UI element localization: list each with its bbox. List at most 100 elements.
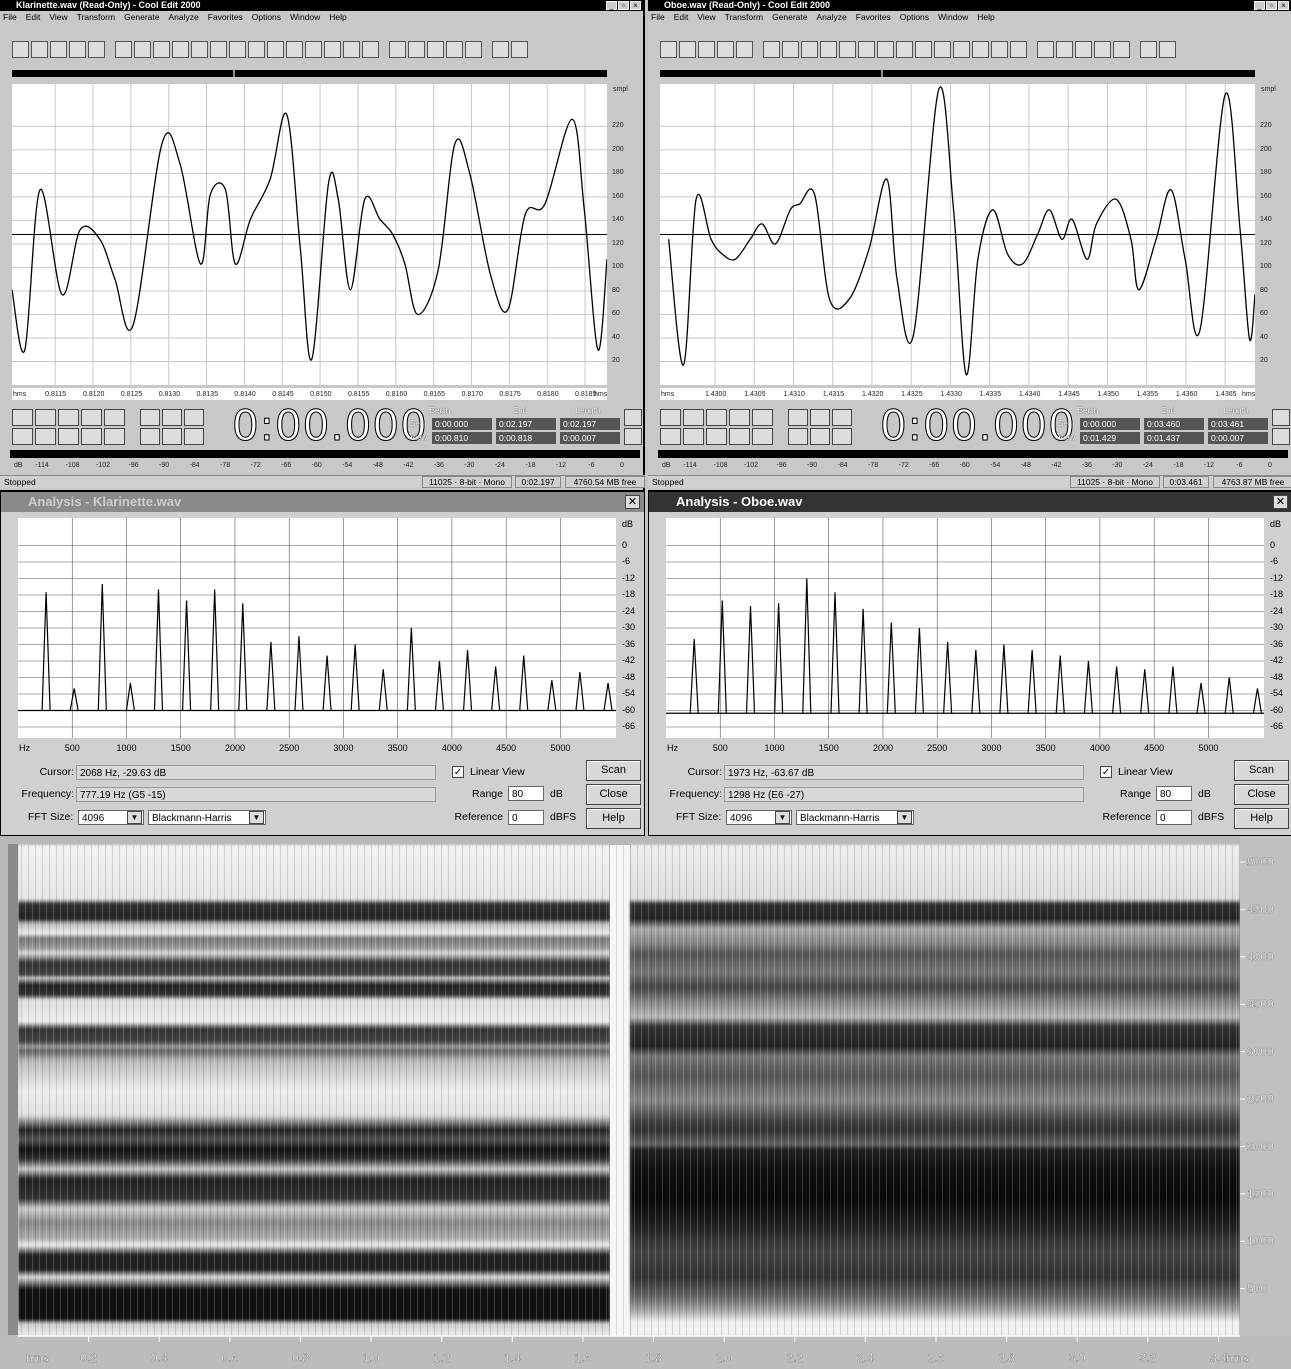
window-button[interactable]: ▫ xyxy=(618,1,629,10)
zoom-button[interactable] xyxy=(788,409,808,426)
toolbar-button[interactable] xyxy=(1010,41,1027,58)
window-button[interactable]: × xyxy=(1278,1,1289,10)
menu-item[interactable]: Help xyxy=(329,12,346,23)
menu-item[interactable]: Generate xyxy=(772,12,807,23)
transport-button[interactable] xyxy=(12,409,33,426)
transport-button[interactable] xyxy=(81,409,102,426)
zoom-button[interactable] xyxy=(810,428,830,445)
toolbar-button[interactable] xyxy=(698,41,715,58)
toolbar-button[interactable] xyxy=(191,41,208,58)
transport-button[interactable] xyxy=(683,409,704,426)
dialog-button[interactable]: Help xyxy=(586,808,641,829)
menu-item[interactable]: View xyxy=(49,12,67,23)
zoom-button[interactable] xyxy=(624,428,642,445)
toolbar-button[interactable] xyxy=(877,41,894,58)
dropdown-arrow[interactable]: ▼ xyxy=(249,811,264,824)
dropdown-arrow[interactable]: ▼ xyxy=(127,811,142,824)
reference-input[interactable]: 0 xyxy=(508,810,544,825)
menu-item[interactable]: View xyxy=(697,12,715,23)
toolbar-button[interactable] xyxy=(763,41,780,58)
toolbar-button[interactable] xyxy=(324,41,341,58)
menu-item[interactable]: Analyze xyxy=(169,12,199,23)
transport-button[interactable] xyxy=(660,428,681,445)
zoom-button[interactable] xyxy=(1272,428,1290,445)
toolbar-button[interactable] xyxy=(896,41,913,58)
toolbar-button[interactable] xyxy=(153,41,170,58)
toolbar-button[interactable] xyxy=(134,41,151,58)
menu-item[interactable]: Analyze xyxy=(817,12,847,23)
toolbar-button[interactable] xyxy=(1056,41,1073,58)
transport-button[interactable] xyxy=(104,428,125,445)
toolbar-button[interactable] xyxy=(389,41,406,58)
menu-item[interactable]: Transform xyxy=(77,12,115,23)
transport-button[interactable] xyxy=(58,428,79,445)
zoom-button[interactable] xyxy=(1272,409,1290,426)
toolbar-button[interactable] xyxy=(343,41,360,58)
toolbar-button[interactable] xyxy=(408,41,425,58)
transport-button[interactable] xyxy=(12,428,33,445)
toolbar-button[interactable] xyxy=(991,41,1008,58)
dropdown-arrow[interactable]: ▼ xyxy=(775,811,790,824)
toolbar-button[interactable] xyxy=(31,41,48,58)
close-button[interactable]: ✕ xyxy=(625,495,640,509)
close-button[interactable]: ✕ xyxy=(1273,495,1288,509)
zoom-button[interactable] xyxy=(162,428,182,445)
zoom-button[interactable] xyxy=(184,428,204,445)
zoom-button[interactable] xyxy=(624,409,642,426)
toolbar-button[interactable] xyxy=(660,41,677,58)
toolbar-button[interactable] xyxy=(953,41,970,58)
transport-button[interactable] xyxy=(729,428,750,445)
toolbar-button[interactable] xyxy=(679,41,696,58)
menu-item[interactable]: Favorites xyxy=(856,12,891,23)
toolbar-button[interactable] xyxy=(1075,41,1092,58)
toolbar-button[interactable] xyxy=(362,41,379,58)
menu-item[interactable]: Generate xyxy=(124,12,159,23)
toolbar-button[interactable] xyxy=(286,41,303,58)
zoom-button[interactable] xyxy=(184,409,204,426)
reference-input[interactable]: 0 xyxy=(1156,810,1192,825)
transport-button[interactable] xyxy=(660,409,681,426)
toolbar-button[interactable] xyxy=(1037,41,1054,58)
transport-button[interactable] xyxy=(752,409,773,426)
checkbox[interactable]: ✓ xyxy=(1100,766,1112,778)
toolbar-button[interactable] xyxy=(492,41,509,58)
toolbar-button[interactable] xyxy=(88,41,105,58)
zoom-button[interactable] xyxy=(832,409,852,426)
menu-item[interactable]: Edit xyxy=(674,12,689,23)
zoom-button[interactable] xyxy=(162,409,182,426)
dropdown-arrow[interactable]: ▼ xyxy=(897,811,912,824)
menu-item[interactable]: Options xyxy=(900,12,929,23)
toolbar-button[interactable] xyxy=(820,41,837,58)
toolbar-button[interactable] xyxy=(1094,41,1111,58)
transport-button[interactable] xyxy=(81,428,102,445)
checkbox[interactable]: ✓ xyxy=(452,766,464,778)
toolbar-button[interactable] xyxy=(446,41,463,58)
range-input[interactable]: 80 xyxy=(508,786,544,801)
transport-button[interactable] xyxy=(35,409,56,426)
toolbar-button[interactable] xyxy=(248,41,265,58)
transport-button[interactable] xyxy=(706,409,727,426)
toolbar-button[interactable] xyxy=(736,41,753,58)
toolbar-button[interactable] xyxy=(915,41,932,58)
toolbar-button[interactable] xyxy=(465,41,482,58)
toolbar-button[interactable] xyxy=(1159,41,1176,58)
menu-item[interactable]: File xyxy=(3,12,17,23)
transport-button[interactable] xyxy=(104,409,125,426)
dialog-button[interactable]: Close xyxy=(586,784,641,805)
toolbar-button[interactable] xyxy=(427,41,444,58)
menu-item[interactable]: Help xyxy=(977,12,994,23)
toolbar-button[interactable] xyxy=(69,41,86,58)
toolbar-button[interactable] xyxy=(210,41,227,58)
range-input[interactable]: 80 xyxy=(1156,786,1192,801)
toolbar-button[interactable] xyxy=(511,41,528,58)
menu-item[interactable]: Window xyxy=(938,12,968,23)
dialog-button[interactable]: Scan xyxy=(1234,760,1289,781)
window-button[interactable]: ▫ xyxy=(1266,1,1277,10)
toolbar-button[interactable] xyxy=(115,41,132,58)
toolbar-button[interactable] xyxy=(801,41,818,58)
transport-button[interactable] xyxy=(58,409,79,426)
zoom-button[interactable] xyxy=(140,409,160,426)
zoom-button[interactable] xyxy=(140,428,160,445)
window-button[interactable]: _ xyxy=(606,1,617,10)
dialog-button[interactable]: Scan xyxy=(586,760,641,781)
